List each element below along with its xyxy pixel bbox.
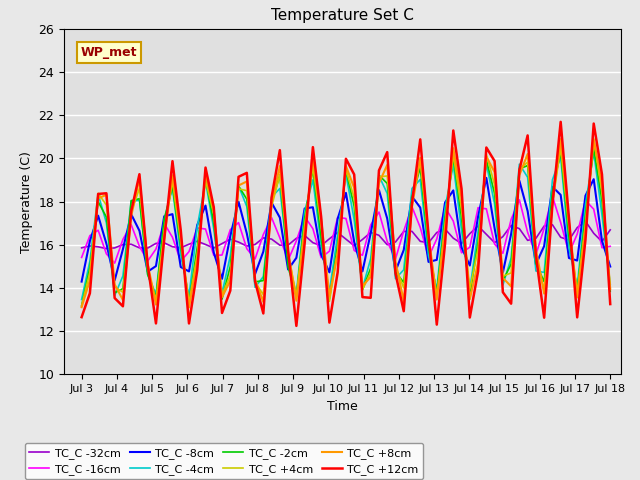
TC_C -2cm bbox=[590, 145, 598, 151]
TC_C -2cm bbox=[350, 204, 358, 209]
TC_C -4cm bbox=[202, 178, 209, 184]
TC_C +8cm bbox=[590, 137, 598, 143]
TC_C -32cm bbox=[590, 230, 598, 236]
Text: WP_met: WP_met bbox=[81, 46, 137, 59]
TC_C -4cm bbox=[582, 202, 589, 208]
Line: TC_C -2cm: TC_C -2cm bbox=[82, 148, 610, 306]
TC_C +4cm bbox=[301, 222, 308, 228]
TC_C +8cm bbox=[185, 305, 193, 311]
TC_C -8cm bbox=[590, 176, 598, 182]
TC_C -4cm bbox=[78, 297, 86, 302]
Y-axis label: Temperature (C): Temperature (C) bbox=[20, 151, 33, 252]
TC_C -8cm bbox=[350, 239, 358, 245]
TC_C -8cm bbox=[540, 243, 548, 249]
TC_C +12cm bbox=[358, 294, 366, 300]
TC_C -32cm bbox=[243, 243, 251, 249]
TC_C +4cm bbox=[590, 136, 598, 142]
TC_C -4cm bbox=[590, 149, 598, 155]
TC_C -16cm bbox=[540, 226, 548, 231]
TC_C +4cm bbox=[582, 221, 589, 227]
TC_C +12cm bbox=[292, 323, 300, 329]
Line: TC_C -4cm: TC_C -4cm bbox=[82, 152, 610, 300]
TC_C -32cm bbox=[78, 245, 86, 251]
TC_C +8cm bbox=[78, 304, 86, 310]
TC_C +12cm bbox=[235, 174, 243, 180]
TC_C -2cm bbox=[582, 212, 589, 218]
TC_C -16cm bbox=[606, 243, 614, 249]
TC_C -2cm bbox=[606, 288, 614, 294]
TC_C +12cm bbox=[309, 144, 317, 150]
TC_C -16cm bbox=[78, 254, 86, 260]
TC_C -8cm bbox=[606, 264, 614, 269]
Title: Temperature Set C: Temperature Set C bbox=[271, 9, 414, 24]
TC_C -2cm bbox=[78, 303, 86, 309]
TC_C +8cm bbox=[358, 283, 366, 289]
TC_C +4cm bbox=[78, 303, 86, 309]
TC_C -32cm bbox=[358, 237, 366, 242]
TC_C -16cm bbox=[111, 260, 118, 266]
TC_C +12cm bbox=[540, 315, 548, 321]
TC_C +8cm bbox=[210, 207, 218, 213]
TC_C -4cm bbox=[301, 209, 308, 215]
TC_C -4cm bbox=[532, 268, 540, 274]
TC_C +8cm bbox=[309, 155, 317, 160]
TC_C -32cm bbox=[309, 240, 317, 246]
TC_C -16cm bbox=[358, 252, 366, 258]
TC_C -4cm bbox=[350, 217, 358, 223]
TC_C +8cm bbox=[540, 291, 548, 297]
Line: TC_C -16cm: TC_C -16cm bbox=[82, 196, 610, 263]
TC_C -2cm bbox=[202, 175, 209, 181]
TC_C -8cm bbox=[202, 203, 209, 208]
TC_C +12cm bbox=[606, 301, 614, 307]
TC_C +12cm bbox=[590, 120, 598, 126]
TC_C -2cm bbox=[235, 183, 243, 189]
TC_C -2cm bbox=[301, 216, 308, 221]
TC_C -32cm bbox=[102, 246, 110, 252]
TC_C -4cm bbox=[235, 183, 243, 189]
Line: TC_C +12cm: TC_C +12cm bbox=[82, 122, 610, 326]
TC_C -8cm bbox=[483, 175, 490, 181]
X-axis label: Time: Time bbox=[327, 400, 358, 413]
TC_C +4cm bbox=[606, 285, 614, 290]
TC_C -8cm bbox=[235, 199, 243, 204]
TC_C -32cm bbox=[606, 227, 614, 233]
TC_C -8cm bbox=[78, 279, 86, 285]
TC_C -2cm bbox=[532, 261, 540, 266]
TC_C -32cm bbox=[210, 245, 218, 251]
TC_C -32cm bbox=[582, 218, 589, 224]
TC_C +4cm bbox=[532, 254, 540, 260]
TC_C +12cm bbox=[78, 314, 86, 320]
Legend: TC_C -32cm, TC_C -16cm, TC_C -8cm, TC_C -4cm, TC_C -2cm, TC_C +4cm, TC_C +8cm, T: TC_C -32cm, TC_C -16cm, TC_C -8cm, TC_C … bbox=[25, 443, 423, 480]
TC_C -16cm bbox=[210, 252, 218, 258]
TC_C -16cm bbox=[309, 226, 317, 231]
TC_C +8cm bbox=[243, 179, 251, 184]
TC_C +12cm bbox=[557, 119, 564, 125]
TC_C -16cm bbox=[590, 206, 598, 212]
TC_C -16cm bbox=[548, 193, 556, 199]
Line: TC_C -32cm: TC_C -32cm bbox=[82, 221, 610, 249]
TC_C -4cm bbox=[606, 281, 614, 287]
TC_C -32cm bbox=[540, 223, 548, 229]
TC_C +4cm bbox=[350, 195, 358, 201]
TC_C +8cm bbox=[557, 136, 564, 142]
TC_C +8cm bbox=[606, 286, 614, 292]
TC_C +12cm bbox=[202, 165, 209, 170]
Line: TC_C -8cm: TC_C -8cm bbox=[82, 178, 610, 282]
Line: TC_C +8cm: TC_C +8cm bbox=[82, 139, 610, 308]
TC_C -8cm bbox=[301, 205, 308, 211]
TC_C +4cm bbox=[202, 178, 209, 183]
Line: TC_C +4cm: TC_C +4cm bbox=[82, 139, 610, 306]
TC_C -16cm bbox=[243, 246, 251, 252]
TC_C +4cm bbox=[235, 186, 243, 192]
